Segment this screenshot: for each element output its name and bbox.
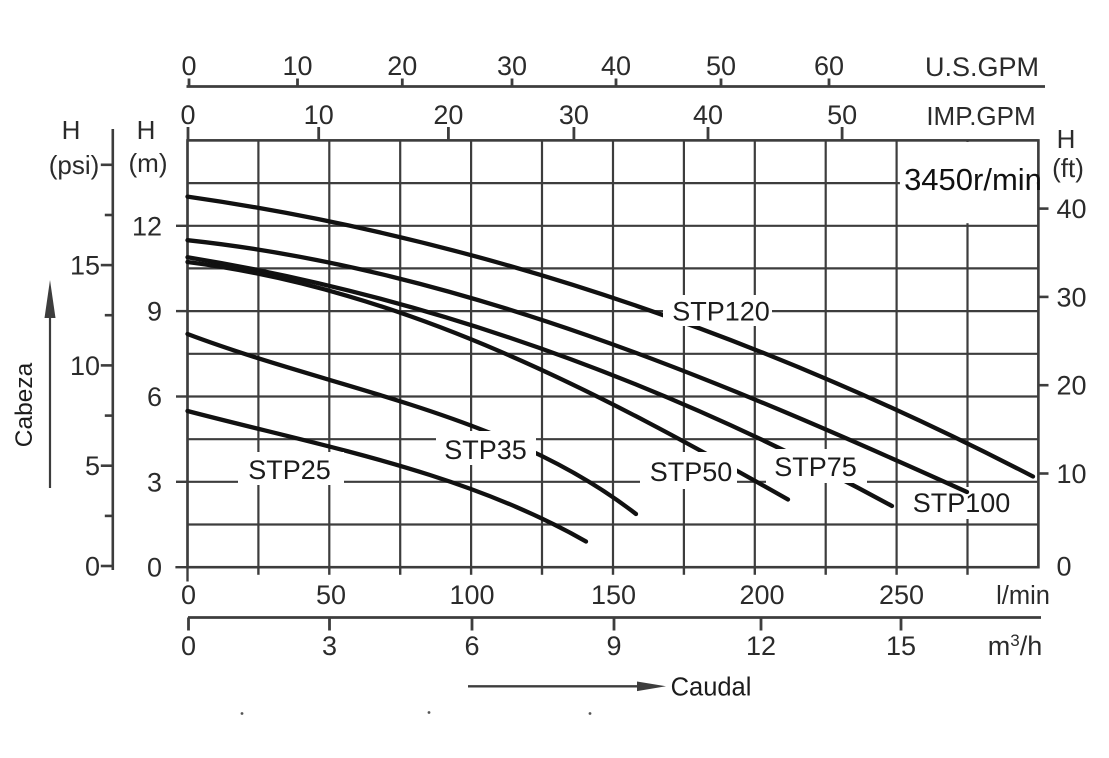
svg-text:100: 100 xyxy=(449,580,494,610)
svg-text:30: 30 xyxy=(559,100,589,130)
svg-text:l/min: l/min xyxy=(996,582,1050,610)
svg-text:0: 0 xyxy=(147,553,162,583)
svg-text:5: 5 xyxy=(85,451,100,481)
svg-text:STP25: STP25 xyxy=(248,455,331,485)
svg-text:10: 10 xyxy=(304,100,334,130)
svg-text:STP75: STP75 xyxy=(774,452,857,482)
svg-text:(ft): (ft) xyxy=(1052,153,1084,183)
svg-text:12: 12 xyxy=(746,631,776,661)
svg-text:15: 15 xyxy=(886,631,916,661)
svg-text:9: 9 xyxy=(606,631,621,661)
svg-text:STP120: STP120 xyxy=(672,297,770,327)
svg-text:0: 0 xyxy=(1057,552,1072,582)
svg-text:20: 20 xyxy=(433,100,463,130)
svg-text:H: H xyxy=(1057,124,1076,154)
svg-text:0: 0 xyxy=(181,580,196,610)
svg-text:30: 30 xyxy=(1057,282,1087,312)
svg-text:6: 6 xyxy=(464,631,479,661)
svg-text:0: 0 xyxy=(85,552,100,582)
svg-text:150: 150 xyxy=(591,580,636,610)
svg-text:10: 10 xyxy=(282,51,312,81)
svg-text:STP50: STP50 xyxy=(650,457,733,487)
svg-text:20: 20 xyxy=(1057,371,1087,401)
svg-text:60: 60 xyxy=(814,51,844,81)
svg-text:3: 3 xyxy=(147,467,162,497)
svg-text:STP35: STP35 xyxy=(444,435,527,465)
svg-text:15: 15 xyxy=(70,251,100,281)
svg-text:200: 200 xyxy=(739,580,784,610)
svg-text:40: 40 xyxy=(693,100,723,130)
svg-text:50: 50 xyxy=(827,100,857,130)
svg-text:50: 50 xyxy=(316,580,346,610)
svg-text:6: 6 xyxy=(147,382,162,412)
svg-text:0: 0 xyxy=(181,51,196,81)
svg-text:U.S.GPM: U.S.GPM xyxy=(925,52,1039,82)
svg-text:Cabeza: Cabeza xyxy=(11,362,38,447)
svg-text:9: 9 xyxy=(147,297,162,327)
svg-text:(psi): (psi) xyxy=(49,150,100,180)
svg-text:12: 12 xyxy=(132,211,162,241)
svg-text:250: 250 xyxy=(879,580,924,610)
svg-text:H: H xyxy=(62,115,81,145)
svg-text:3: 3 xyxy=(322,631,337,661)
svg-text:(m): (m) xyxy=(129,148,168,178)
svg-text:20: 20 xyxy=(387,51,417,81)
svg-text:40: 40 xyxy=(601,51,631,81)
svg-text:0: 0 xyxy=(180,100,195,130)
svg-text:40: 40 xyxy=(1057,194,1087,224)
svg-text:H: H xyxy=(137,115,156,145)
svg-text:0: 0 xyxy=(181,631,196,661)
svg-text:STP100: STP100 xyxy=(913,488,1011,518)
svg-text:10: 10 xyxy=(70,351,100,381)
svg-text:50: 50 xyxy=(706,51,736,81)
svg-text:3450r/min: 3450r/min xyxy=(904,162,1042,197)
svg-text:Caudal: Caudal xyxy=(671,674,752,702)
svg-text:30: 30 xyxy=(497,51,527,81)
svg-text:10: 10 xyxy=(1057,459,1087,489)
svg-text:IMP.GPM: IMP.GPM xyxy=(926,101,1035,131)
